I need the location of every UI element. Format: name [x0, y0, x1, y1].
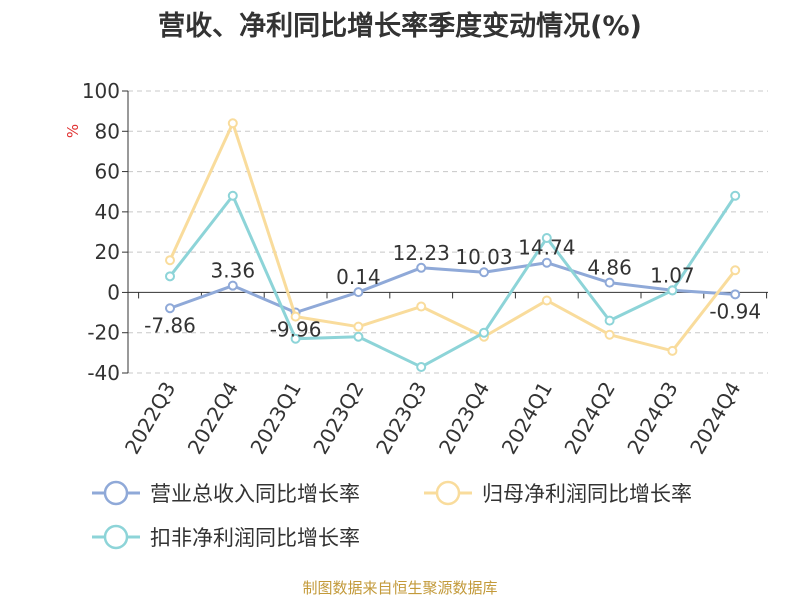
series-line-3 — [168, 194, 737, 369]
data-label: 3.36 — [211, 259, 256, 283]
data-label: 10.03 — [455, 245, 512, 269]
data-label: 1.07 — [650, 263, 695, 287]
data-label: -0.94 — [709, 299, 761, 323]
y-tick-label: 80 — [95, 119, 120, 143]
y-axis-label: % — [64, 124, 82, 138]
data-labels: -7.86 3.36 -9.96 0.14 12.23 10.03 14.74 4.86 1.0… — [144, 236, 761, 342]
data-point — [165, 303, 175, 314]
x-tick-label: 2024Q1 — [497, 378, 557, 459]
data-label: 12.23 — [393, 241, 450, 265]
x-tick-label: 2023Q3 — [371, 378, 431, 459]
data-point — [416, 262, 427, 273]
data-label: -7.86 — [144, 313, 196, 337]
x-tick-label: 2024Q4 — [685, 378, 745, 459]
data-point — [290, 311, 301, 322]
legend-label: 归母净利润同比增长率 — [482, 482, 692, 506]
data-point — [730, 190, 741, 201]
legend-swatch-marker — [103, 480, 129, 506]
y-tick-label: 20 — [95, 240, 120, 264]
y-tick-label: -20 — [87, 321, 120, 345]
data-label: 14.74 — [518, 236, 575, 260]
data-point — [541, 295, 552, 306]
data-point — [227, 118, 238, 129]
data-label: 4.86 — [587, 256, 632, 280]
legend-label: 扣非净利润同比增长率 — [150, 526, 360, 550]
data-point — [604, 315, 615, 326]
data-point — [416, 301, 427, 312]
data-point — [165, 271, 175, 282]
x-tick-label: 2023Q2 — [308, 378, 368, 459]
data-label: -9.96 — [270, 317, 322, 341]
y-tick-label: -40 — [87, 361, 120, 385]
chart-title: 营收、净利同比增长率季度变动情况(%) — [158, 11, 642, 42]
data-point — [227, 280, 238, 291]
x-tick-label: 2022Q4 — [183, 378, 243, 459]
data-point — [730, 289, 741, 300]
x-tick-label: 2024Q2 — [559, 378, 619, 459]
legend-swatch-marker — [103, 524, 129, 550]
data-point — [541, 233, 552, 244]
series-line-2 — [168, 121, 737, 353]
legend-label: 营业总收入同比增长率 — [150, 482, 360, 506]
source-note: 制图数据来自恒生聚源数据库 — [302, 579, 498, 597]
data-point — [604, 277, 615, 288]
legend-swatch-marker — [435, 480, 461, 506]
data-point — [667, 285, 678, 296]
y-tick-label: 60 — [95, 160, 120, 184]
data-point — [290, 333, 301, 344]
data-point — [416, 361, 427, 372]
x-tick-label: 2024Q3 — [622, 378, 682, 459]
x-tick-label: 2023Q4 — [434, 378, 494, 459]
x-tick-label: 2022Q3 — [120, 378, 180, 459]
data-point — [730, 265, 741, 276]
y-tick-label: 100 — [82, 79, 120, 103]
data-point — [353, 321, 364, 332]
data-point — [227, 190, 238, 201]
x-tick-label: 2023Q1 — [245, 378, 305, 459]
data-point — [479, 327, 489, 338]
data-point — [479, 267, 489, 278]
data-point — [165, 255, 175, 266]
data-point — [353, 287, 364, 298]
series-lines — [165, 118, 741, 372]
grid — [128, 90, 768, 374]
series-line-1 — [169, 261, 736, 314]
data-point — [667, 345, 678, 356]
y-tick-label: 40 — [95, 200, 120, 224]
data-point — [541, 257, 552, 268]
data-point — [353, 331, 364, 342]
data-point — [604, 329, 615, 340]
y-tick-label: 0 — [107, 280, 120, 304]
data-label: 0.14 — [336, 265, 381, 289]
